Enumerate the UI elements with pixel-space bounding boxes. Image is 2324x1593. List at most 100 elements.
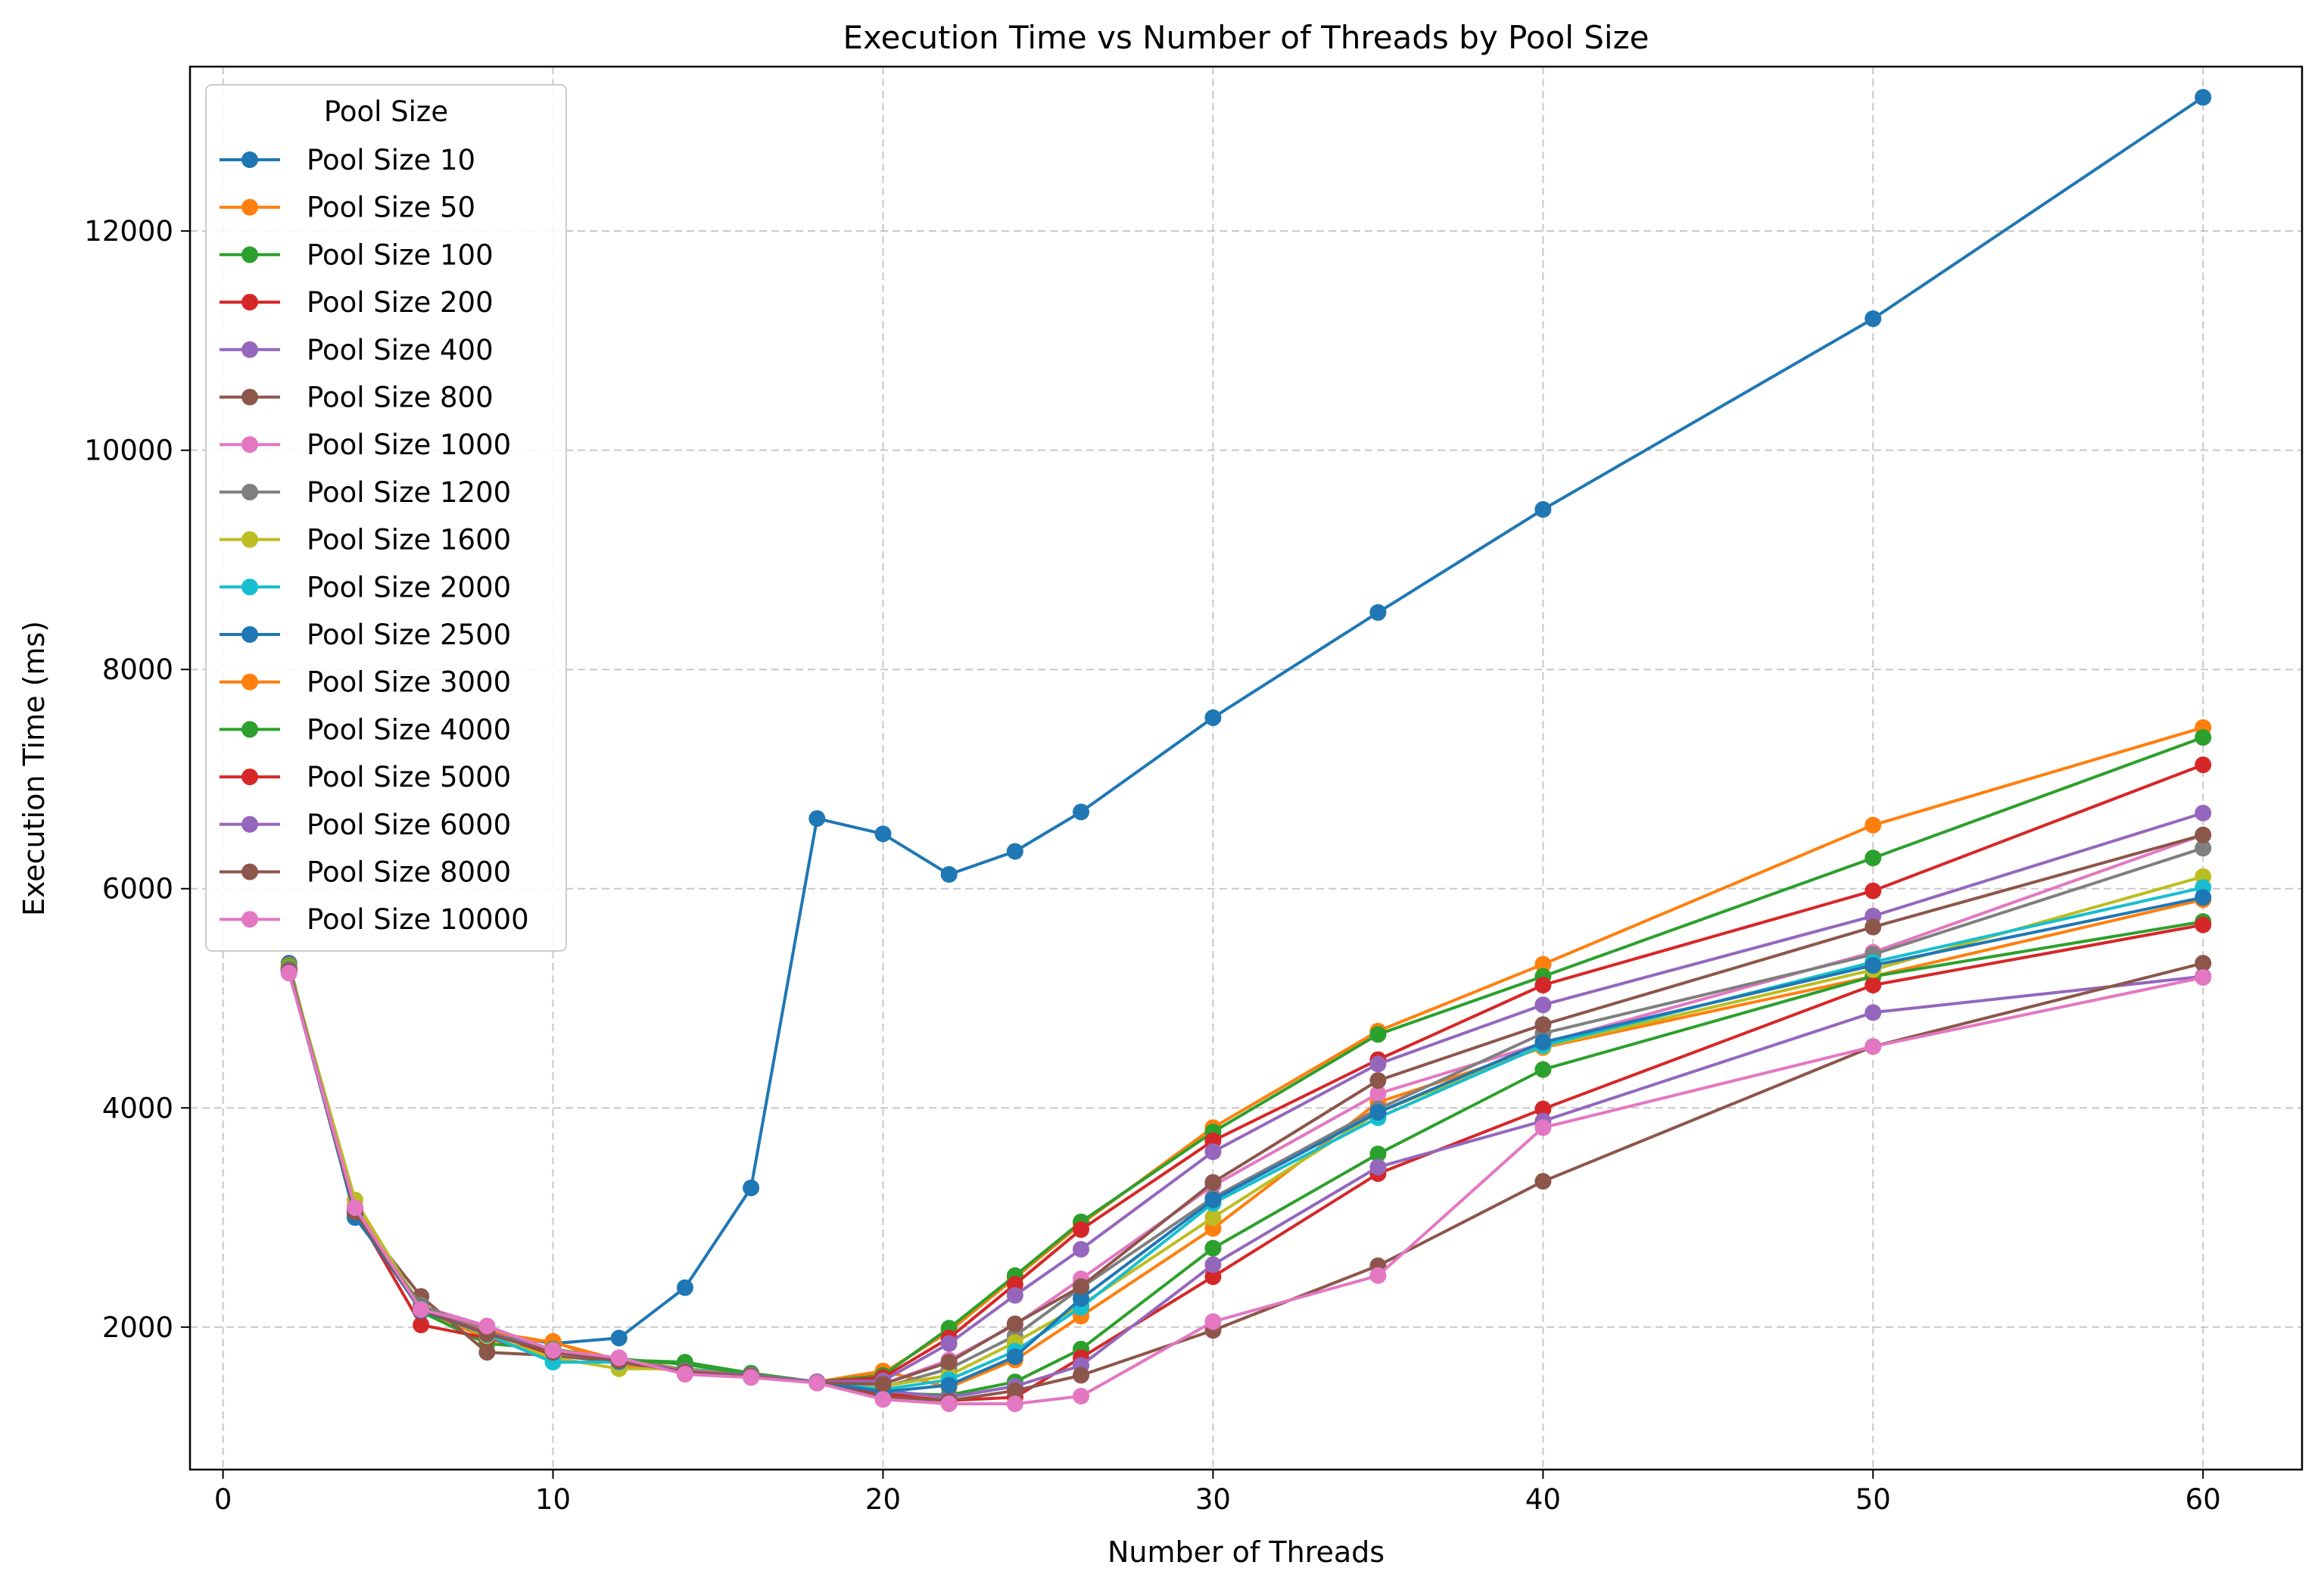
x-tick-label: 20 — [865, 1483, 901, 1516]
legend-item: Pool Size 8000 — [220, 856, 511, 889]
data-point — [2195, 889, 2212, 906]
data-point — [2195, 728, 2212, 746]
data-point — [1534, 1061, 1552, 1078]
y-tick-label: 10000 — [84, 435, 173, 467]
data-point — [1204, 1209, 1222, 1227]
data-point — [1534, 1119, 1552, 1136]
data-point — [1369, 1158, 1387, 1176]
data-point — [1864, 1038, 1882, 1055]
data-point — [743, 1369, 760, 1386]
data-point — [1204, 1191, 1222, 1208]
data-point — [940, 865, 958, 883]
data-point — [1006, 1395, 1023, 1413]
legend-marker — [241, 626, 258, 643]
data-point — [1864, 1004, 1882, 1021]
legend-marker — [241, 246, 258, 263]
chart-title: Execution Time vs Number of Threads by P… — [843, 19, 1650, 56]
data-point — [676, 1279, 693, 1296]
legend-marker — [241, 294, 258, 311]
data-point — [544, 1342, 562, 1359]
legend-item: Pool Size 10 — [220, 144, 475, 176]
data-point — [1073, 803, 1090, 821]
data-point — [1864, 310, 1882, 327]
data-point — [2195, 916, 2212, 934]
data-point — [1204, 709, 1222, 726]
legend-marker — [241, 721, 258, 738]
data-point — [2195, 804, 2212, 821]
legend-marker — [241, 483, 258, 500]
legend-marker — [241, 388, 258, 406]
data-point — [874, 1376, 892, 1393]
legend-label: Pool Size 1000 — [307, 429, 511, 461]
legend-label: Pool Size 1600 — [307, 524, 511, 556]
data-point — [1534, 996, 1552, 1014]
data-point — [1073, 1367, 1090, 1384]
legend-label: Pool Size 3000 — [307, 666, 511, 699]
data-point — [413, 1301, 430, 1318]
legend-item: Pool Size 2500 — [220, 619, 511, 651]
legend-item: Pool Size 5000 — [220, 761, 511, 793]
data-point — [1369, 1146, 1387, 1163]
data-point — [1204, 1174, 1222, 1191]
legend-marker — [241, 198, 258, 216]
legend-label: Pool Size 1200 — [307, 476, 511, 509]
data-point — [1204, 1256, 1222, 1273]
legend: Pool Size Pool Size 10 Pool Size 50 Pool S… — [205, 84, 567, 952]
y-tick-label: 12000 — [84, 215, 173, 248]
data-point — [1006, 1315, 1023, 1333]
legend-label: Pool Size 400 — [307, 334, 494, 366]
data-point — [2195, 840, 2212, 857]
data-point — [1204, 1239, 1222, 1257]
data-point — [280, 965, 298, 982]
data-point — [1369, 1072, 1387, 1090]
y-axis-label: Execution Time (ms) — [17, 621, 51, 916]
data-point — [1204, 1268, 1222, 1286]
data-point — [1534, 1100, 1552, 1118]
y-tick-label: 8000 — [102, 653, 173, 686]
legend-item: Pool Size 200 — [220, 286, 494, 319]
legend-label: Pool Size 4000 — [307, 713, 511, 746]
data-point — [1369, 1085, 1387, 1102]
series-line — [287, 972, 2204, 1406]
data-point — [1534, 1016, 1552, 1033]
data-point — [874, 825, 892, 843]
x-tick-label: 50 — [1855, 1483, 1891, 1516]
series-layer — [280, 89, 2212, 1413]
legend-item: Pool Size 1200 — [220, 476, 511, 509]
data-point — [1073, 1388, 1090, 1405]
legend-marker — [241, 815, 258, 833]
data-point — [1864, 957, 1882, 974]
legend-item: Pool Size 800 — [220, 382, 494, 414]
data-point — [1204, 1313, 1222, 1330]
data-point — [1073, 1241, 1090, 1258]
legend-marker — [241, 151, 258, 168]
data-point — [808, 1374, 826, 1392]
legend-marker — [241, 863, 258, 881]
series-line-pool-size-16 — [280, 965, 2212, 1413]
data-point — [1534, 1033, 1552, 1051]
x-axis-label: Number of Threads — [1107, 1535, 1385, 1569]
legend-marker — [241, 673, 258, 691]
legend-label: Pool Size 2000 — [307, 571, 511, 603]
legend-marker — [241, 531, 258, 548]
legend-marker — [241, 436, 258, 454]
data-point — [478, 1317, 496, 1335]
data-point — [743, 1179, 760, 1196]
legend-label: Pool Size 10 — [307, 144, 475, 176]
data-point — [1369, 603, 1387, 621]
y-tick-label: 2000 — [102, 1311, 173, 1344]
x-tick-label: 60 — [2185, 1483, 2221, 1516]
legend-label: Pool Size 50 — [307, 192, 475, 224]
data-point — [1073, 1220, 1090, 1238]
data-point — [1864, 816, 1882, 834]
legend-label: Pool Size 100 — [307, 238, 494, 271]
data-point — [2195, 89, 2212, 106]
legend-item: Pool Size 6000 — [220, 809, 511, 841]
legend-item: Pool Size 10000 — [220, 903, 529, 936]
data-point — [940, 1376, 958, 1394]
data-point — [1006, 1286, 1023, 1304]
legend-item: Pool Size 1000 — [220, 429, 511, 461]
data-point — [2195, 955, 2212, 972]
data-point — [808, 810, 826, 828]
